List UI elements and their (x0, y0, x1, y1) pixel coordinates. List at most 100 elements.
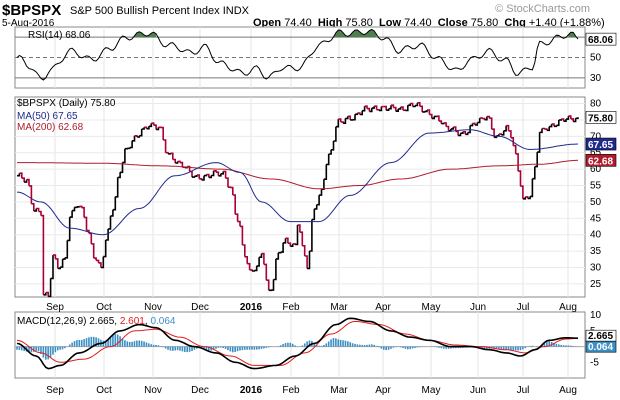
price-step (36, 207, 40, 212)
price-step (33, 208, 37, 212)
price-step (69, 210, 73, 218)
price-step (237, 220, 241, 227)
price-step (74, 206, 78, 209)
price-step (309, 219, 313, 252)
price-y-tick: 50 (590, 197, 602, 208)
price-step (510, 137, 515, 146)
price-step (542, 127, 546, 130)
price-step (172, 158, 176, 163)
hist-badge: 0.064 (588, 342, 613, 353)
ma200-badge: 62.68 (588, 156, 613, 167)
price-step (383, 105, 387, 111)
price-step (60, 259, 64, 268)
price-step (415, 102, 419, 107)
price-step (575, 117, 579, 120)
ma50-badge: 67.65 (588, 140, 613, 151)
price-step (532, 166, 536, 180)
price-y-tick: 40 (590, 230, 602, 241)
price-y-tick: 25 (590, 279, 602, 290)
price-step (230, 186, 234, 195)
price-step (566, 116, 570, 120)
price-step (556, 120, 560, 127)
x-tick-label-price: Nov (144, 302, 162, 313)
price-step (347, 115, 351, 120)
price-step (446, 125, 450, 131)
macd-badge: 2.665 (588, 331, 613, 342)
price-step (98, 262, 102, 268)
price-step (17, 173, 21, 177)
x-tick-label-macd: Nov (144, 385, 162, 396)
macd-y-tick: 10 (590, 310, 602, 321)
price-step (477, 118, 481, 124)
price-step (192, 176, 196, 178)
x-tick-label-macd: Feb (282, 385, 300, 396)
price-step (235, 213, 239, 222)
price-step (491, 128, 495, 138)
price-step (534, 152, 538, 168)
x-tick-label-price: Sep (46, 302, 64, 313)
price-step (537, 132, 541, 153)
price-step (501, 130, 505, 136)
price-step (323, 164, 328, 180)
price-step (319, 189, 323, 196)
macd-line (16, 317, 578, 370)
price-step (352, 114, 356, 121)
price-step (223, 170, 227, 179)
price-step (417, 102, 421, 107)
price-step (539, 128, 543, 134)
price-step (467, 125, 471, 134)
price-step (72, 207, 76, 212)
price-step (343, 118, 347, 124)
price-step (38, 210, 42, 216)
x-tick-label-macd: Sep (46, 385, 64, 396)
price-step (26, 178, 30, 186)
price-label: $BPSPX (Daily) 75.80 (17, 98, 116, 109)
ma50-label: MA(50) 67.65 (17, 111, 78, 122)
price-step (244, 256, 248, 264)
price-step (292, 243, 296, 245)
price-step (24, 179, 28, 183)
rsi-y-tick: 30 (590, 73, 602, 84)
price-step (513, 144, 517, 154)
price-step (256, 257, 260, 267)
ma50-badge-bg (585, 137, 617, 151)
rsi-overbought-fill (134, 31, 157, 38)
price-step (240, 225, 244, 245)
price-step (180, 161, 184, 168)
price-step (263, 263, 268, 281)
rsi-overbought-fill (333, 29, 377, 38)
price-y-tick: 30 (590, 262, 602, 273)
price-step (393, 106, 397, 112)
price-step (570, 118, 574, 122)
price-step (441, 122, 445, 125)
price-step (568, 115, 572, 119)
price-y-tick: 60 (590, 164, 602, 175)
price-step (105, 228, 109, 241)
price-y-tick: 65 (590, 148, 602, 159)
x-tick-label-macd: 2016 (240, 385, 263, 396)
price-step (96, 259, 100, 263)
price-step (369, 108, 373, 113)
price-step (498, 133, 503, 135)
price-step (549, 124, 553, 128)
price-step (379, 106, 383, 112)
price-step (31, 203, 35, 211)
x-tick-label-macd: Apr (375, 385, 391, 396)
price-step (275, 252, 280, 260)
price-step (307, 251, 311, 270)
price-step (388, 105, 392, 110)
price-step (67, 217, 71, 242)
x-tick-label-price: Apr (375, 302, 391, 313)
x-tick-label-price: Jul (517, 302, 530, 313)
x-tick-label-price: May (422, 302, 441, 313)
price-step (438, 120, 443, 124)
price-step (196, 174, 200, 179)
hist-badge-bg (585, 340, 617, 353)
price-step (266, 279, 270, 291)
price-step (280, 242, 284, 253)
x-tick-label-price: Aug (559, 302, 577, 313)
price-y-tick: 45 (590, 213, 602, 224)
price-step (273, 258, 277, 281)
price-step (311, 208, 316, 221)
